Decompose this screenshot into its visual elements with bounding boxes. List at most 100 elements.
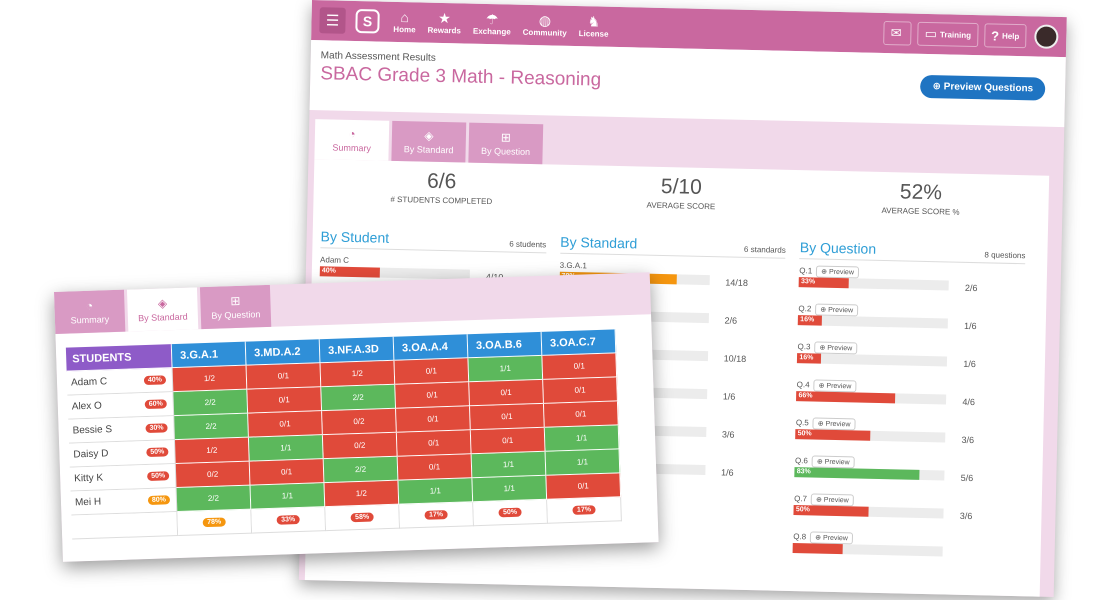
preview-button[interactable]: ⊕ Preview: [816, 265, 860, 278]
progress-track: 16%: [797, 353, 948, 367]
logo[interactable]: S: [355, 8, 380, 34]
tab-by-question-label: By Question: [480, 145, 531, 157]
tab-summary[interactable]: ◔ Summary: [314, 119, 390, 161]
row-score: 3/6: [961, 434, 975, 446]
mail-icon: ✉: [890, 25, 902, 41]
by-standard-title: By Standard: [560, 233, 638, 252]
student-name: Bessie S: [72, 424, 113, 437]
nav-label: Community: [522, 27, 567, 38]
standard-total-badge: 58%: [350, 512, 374, 523]
nav-community[interactable]: ◍ Community: [522, 12, 568, 38]
by-question-row: Q.7 ⊕ Preview 50% 3/6: [793, 492, 1020, 522]
training-button[interactable]: ▭ Training: [917, 21, 979, 48]
score-cell: 0/1: [470, 403, 545, 431]
standard-total-cell: 33%: [251, 507, 327, 534]
help-button[interactable]: ? Help: [983, 23, 1027, 49]
by-question-row: Q.6 ⊕ Preview 83% 5/6: [794, 454, 1021, 483]
card-tab-by-standard[interactable]: ◈ By Standard: [126, 287, 199, 332]
by-student-count: 6 students: [509, 239, 547, 250]
student-name: Adam C: [70, 376, 108, 389]
row-name: Q.8: [793, 532, 807, 542]
score-cell: 0/2: [322, 408, 397, 436]
stat-average-score: 5/10 AVERAGE SCORE: [561, 173, 802, 233]
pie-icon: ◔: [348, 126, 356, 142]
star-icon: ★: [438, 9, 451, 27]
students-header: STUDENTS: [65, 344, 173, 372]
tab-summary-label: Summary: [332, 142, 372, 154]
by-question-column: By Question 8 questions Q.1 ⊕ Preview 33% 2/…: [792, 239, 1040, 574]
standard-header[interactable]: 3.OA.C.7: [541, 329, 617, 356]
tab-by-question[interactable]: ⊞ By Question: [468, 122, 544, 165]
preview-label: Preview: [822, 534, 848, 542]
row-score: 1/6: [720, 467, 734, 478]
row-score: 1/6: [964, 320, 977, 332]
row-score: 3/6: [959, 510, 973, 522]
preview-button[interactable]: ⊕ Preview: [813, 378, 857, 392]
student-name-cell: Adam C 40%: [66, 368, 174, 396]
tab-by-standard-label: By Standard: [403, 144, 454, 156]
progress-track: 66%: [796, 391, 947, 405]
row-name: Q.7: [794, 494, 808, 504]
layers-icon: ◈: [157, 296, 168, 311]
standard-total-badge: 78%: [203, 517, 226, 528]
hamburger-icon[interactable]: ☰: [319, 7, 346, 34]
nav-license[interactable]: ♞ License: [579, 13, 609, 38]
score-cell: 0/2: [322, 432, 398, 460]
layers-icon: ◈: [424, 128, 434, 143]
standard-header[interactable]: 3.G.A.1: [171, 341, 247, 369]
nav-label: Rewards: [427, 25, 462, 36]
row-score: 2/6: [964, 282, 978, 294]
progress-fill: 40%: [319, 266, 380, 278]
score-cell: 1/1: [471, 451, 547, 479]
preview-button[interactable]: ⊕ Preview: [815, 303, 859, 316]
preview-label: Preview: [824, 458, 850, 466]
student-percent-badge: 50%: [147, 471, 170, 482]
progress-fill: [792, 543, 843, 555]
standard-header[interactable]: 3.OA.B.6: [467, 331, 543, 359]
by-question-row: Q.5 ⊕ Preview 50% 3/6: [795, 416, 1022, 446]
card-tab-by-question[interactable]: ⊞ By Question: [199, 284, 272, 330]
preview-label: Preview: [823, 496, 849, 504]
row-score: 14/18: [725, 277, 749, 288]
score-cell: 0/1: [395, 382, 471, 409]
standard-header[interactable]: 3.NF.A.3D: [319, 336, 395, 364]
exchange-icon: ☂: [485, 10, 499, 28]
row-score: 1/6: [963, 358, 976, 370]
avatar[interactable]: [1034, 24, 1059, 49]
standard-header[interactable]: 3.MD.A.2: [245, 339, 321, 366]
preview-button[interactable]: ⊕ Preview: [810, 492, 854, 506]
card-tab-summary[interactable]: ◔ Summary: [54, 289, 126, 334]
preview-button[interactable]: ⊕ Preview: [811, 454, 855, 468]
score-cell: 0/1: [546, 473, 622, 500]
score-cell: 1/1: [398, 478, 474, 505]
by-question-count: 8 questions: [984, 250, 1026, 261]
score-cell: 1/1: [250, 483, 326, 510]
preview-questions-button[interactable]: ⊕ Preview Questions: [920, 74, 1046, 101]
progress-fill: 33%: [798, 277, 849, 289]
student-percent-badge: 50%: [146, 447, 169, 458]
progress-track: 40%: [319, 266, 470, 280]
score-cell: 1/2: [320, 360, 396, 388]
row-score: 2/6: [724, 315, 738, 326]
nav-home[interactable]: ⌂ Home: [393, 9, 416, 34]
tab-by-standard[interactable]: ◈ By Standard: [391, 120, 467, 163]
preview-label: Preview: [828, 306, 854, 314]
preview-button[interactable]: ⊕ Preview: [812, 416, 856, 430]
row-score: 4/6: [962, 396, 976, 408]
nav-exchange[interactable]: ☂ Exchange: [473, 10, 511, 37]
mail-button[interactable]: ✉: [883, 20, 912, 46]
score-cell: 2/2: [323, 456, 399, 484]
grid-icon: ⊞: [500, 130, 512, 145]
score-cell: 0/1: [542, 353, 618, 380]
license-icon: ♞: [587, 13, 601, 30]
totals-label-cell: [71, 512, 179, 540]
standard-header[interactable]: 3.OA.A.4: [393, 334, 469, 361]
preview-button[interactable]: ⊕ Preview: [814, 340, 858, 354]
by-question-title: By Question: [799, 239, 877, 257]
row-name: Q.1: [799, 266, 813, 276]
score-cell: 1/2: [172, 365, 248, 393]
score-cell: 1/1: [248, 435, 324, 462]
preview-button[interactable]: ⊕ Preview: [810, 530, 854, 544]
nav-rewards[interactable]: ★ Rewards: [427, 9, 462, 36]
score-cell: 0/1: [397, 454, 473, 481]
